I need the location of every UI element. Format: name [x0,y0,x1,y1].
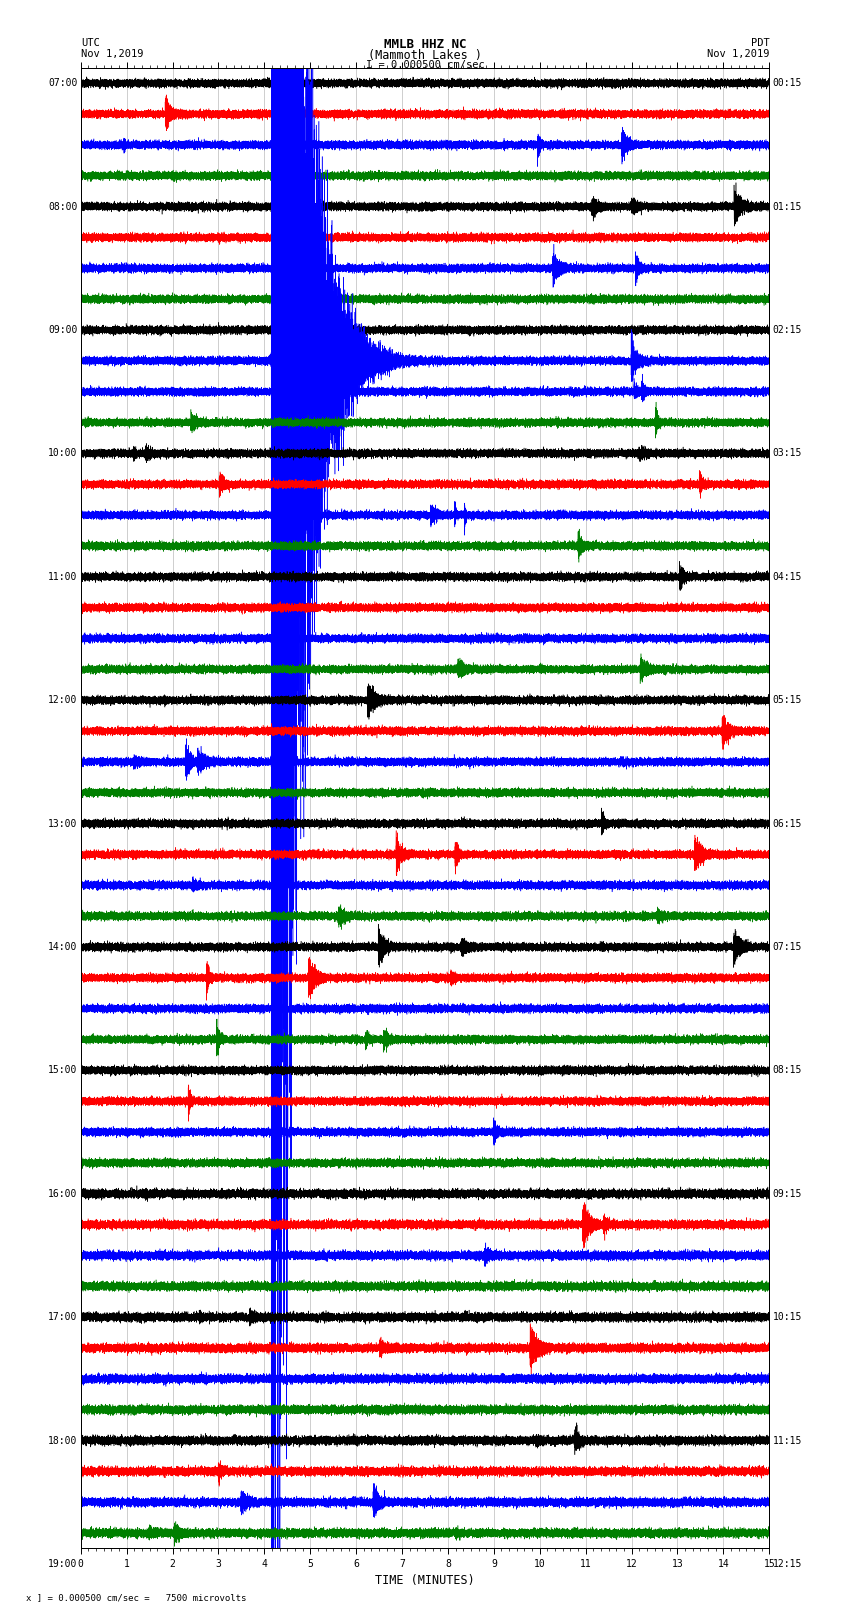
Text: 05:15: 05:15 [773,695,802,705]
Text: 19:00: 19:00 [48,1558,77,1569]
Text: 17:00: 17:00 [48,1311,77,1323]
Text: UTC: UTC [81,37,99,48]
Text: 06:15: 06:15 [773,818,802,829]
Text: 03:15: 03:15 [773,448,802,458]
X-axis label: TIME (MINUTES): TIME (MINUTES) [375,1574,475,1587]
Text: 14:00: 14:00 [48,942,77,952]
Text: x ] = 0.000500 cm/sec =   7500 microvolts: x ] = 0.000500 cm/sec = 7500 microvolts [26,1592,246,1602]
Text: 11:15: 11:15 [773,1436,802,1445]
Text: 07:15: 07:15 [773,942,802,952]
Text: 10:00: 10:00 [48,448,77,458]
Text: 10:15: 10:15 [773,1311,802,1323]
Text: 09:15: 09:15 [773,1189,802,1198]
Text: 08:15: 08:15 [773,1065,802,1076]
Text: I = 0.000500 cm/sec: I = 0.000500 cm/sec [366,60,484,71]
Text: 01:15: 01:15 [773,202,802,211]
Text: 11:00: 11:00 [48,571,77,582]
Text: 08:00: 08:00 [48,202,77,211]
Text: 00:15: 00:15 [773,77,802,89]
Text: Nov 1,2019: Nov 1,2019 [706,50,769,60]
Text: 12:00: 12:00 [48,695,77,705]
Text: MMLB HHZ NC: MMLB HHZ NC [383,37,467,52]
Text: 07:00: 07:00 [48,77,77,89]
Text: 09:00: 09:00 [48,324,77,336]
Text: 13:00: 13:00 [48,818,77,829]
Text: 18:00: 18:00 [48,1436,77,1445]
Text: Nov 1,2019: Nov 1,2019 [81,50,144,60]
Text: PDT: PDT [751,37,769,48]
Text: 15:00: 15:00 [48,1065,77,1076]
Text: 12:15: 12:15 [773,1558,802,1569]
Text: 02:15: 02:15 [773,324,802,336]
Text: 04:15: 04:15 [773,571,802,582]
Text: (Mammoth Lakes ): (Mammoth Lakes ) [368,50,482,63]
Text: 16:00: 16:00 [48,1189,77,1198]
